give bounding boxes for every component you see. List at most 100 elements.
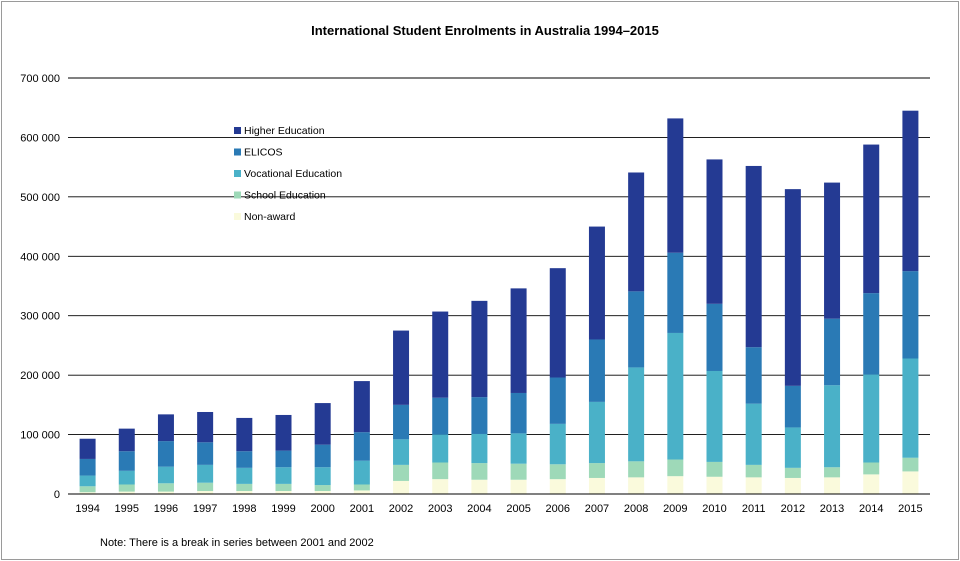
y-tick-label: 100 000 bbox=[20, 430, 60, 442]
gridlines bbox=[68, 77, 930, 436]
y-tick-label: 400 000 bbox=[20, 251, 60, 263]
bar-segment bbox=[667, 252, 684, 333]
bar-segment bbox=[588, 477, 605, 494]
bar-segment bbox=[79, 438, 96, 459]
legend-label: Higher Education bbox=[244, 125, 325, 137]
bar-segment bbox=[824, 477, 841, 494]
legend-label: Non-award bbox=[244, 211, 296, 223]
bar-segment bbox=[667, 476, 684, 494]
bar-segment bbox=[706, 476, 723, 494]
y-axis-ticks: 0 100 000 200 000 300 000 400 000 500 000 600 … bbox=[20, 73, 60, 501]
x-tick-label: 1994 bbox=[75, 503, 99, 515]
bar-segment bbox=[275, 491, 292, 494]
bar-segment bbox=[628, 291, 645, 368]
bar-segment bbox=[353, 381, 370, 433]
bar-segment bbox=[157, 466, 174, 484]
bar-segment bbox=[236, 491, 253, 494]
bar-segment bbox=[79, 458, 96, 476]
bar-segment bbox=[471, 433, 488, 464]
bar-segment bbox=[353, 490, 370, 494]
bar-segment bbox=[628, 172, 645, 292]
x-tick-label: 2010 bbox=[702, 503, 726, 515]
x-tick-label: 2000 bbox=[310, 503, 334, 515]
bar-segment bbox=[745, 464, 762, 478]
legend-swatch bbox=[234, 148, 241, 156]
bar-segment bbox=[902, 457, 919, 472]
x-tick-label: 2004 bbox=[467, 503, 491, 515]
bar-segment bbox=[118, 428, 135, 452]
bar-segment bbox=[706, 370, 723, 462]
bar-segment bbox=[706, 159, 723, 304]
bar-segment bbox=[314, 491, 331, 494]
x-tick-label: 2008 bbox=[624, 503, 648, 515]
bar-segment bbox=[628, 367, 645, 462]
chart-note: Note: There is a break in series between… bbox=[100, 537, 374, 549]
bar-segment bbox=[745, 165, 762, 348]
bar-segment bbox=[275, 483, 292, 492]
x-axis-ticks: 1994 1995 1996 1997 1998 1999 2000 2001 2002 2003… bbox=[75, 503, 922, 515]
x-tick-label: 1997 bbox=[193, 503, 217, 515]
bar-segment bbox=[510, 288, 527, 393]
bar-segment bbox=[314, 485, 331, 492]
x-tick-label: 2005 bbox=[506, 503, 530, 515]
bar-segment bbox=[628, 477, 645, 494]
y-tick-label: 200 000 bbox=[20, 370, 60, 382]
chart-title: International Student Enrolments in Aust… bbox=[311, 23, 659, 38]
bar-segment bbox=[510, 463, 527, 480]
bar-segment bbox=[824, 182, 841, 319]
bar-segment bbox=[588, 226, 605, 340]
bar-segment bbox=[471, 463, 488, 480]
bar-segment bbox=[432, 434, 449, 463]
bar-segment bbox=[549, 377, 566, 424]
bar-segment bbox=[588, 339, 605, 402]
x-tick-label: 1995 bbox=[115, 503, 139, 515]
bar-segment bbox=[549, 268, 566, 378]
bar-segment bbox=[471, 479, 488, 494]
legend-label: Vocational Education bbox=[244, 168, 342, 180]
x-tick-label: 2007 bbox=[585, 503, 609, 515]
bar-segment bbox=[197, 491, 214, 494]
bar-segment bbox=[432, 311, 449, 398]
bar-segment bbox=[784, 427, 801, 468]
bar-segment bbox=[706, 303, 723, 371]
bar-segment bbox=[863, 462, 880, 475]
bar-segment bbox=[197, 442, 214, 465]
x-tick-label: 2013 bbox=[820, 503, 844, 515]
bar-segment bbox=[197, 482, 214, 492]
bar-segment bbox=[353, 432, 370, 461]
bar-segment bbox=[236, 467, 253, 484]
bar-segment bbox=[157, 414, 174, 442]
y-tick-label: 300 000 bbox=[20, 311, 60, 323]
bar-segment bbox=[353, 460, 370, 485]
bar-segment bbox=[863, 293, 880, 375]
x-tick-label: 2001 bbox=[350, 503, 374, 515]
bar-segment bbox=[824, 385, 841, 468]
bar-segment bbox=[745, 403, 762, 465]
legend-swatch bbox=[234, 191, 241, 199]
bar-segment bbox=[157, 491, 174, 494]
bar-segment bbox=[314, 467, 331, 486]
bar-segment bbox=[393, 330, 410, 405]
bar-segment bbox=[667, 118, 684, 253]
bar-segment bbox=[902, 271, 919, 359]
bar-segment bbox=[549, 464, 566, 480]
x-tick-label: 2002 bbox=[389, 503, 413, 515]
bar-segment bbox=[197, 464, 214, 483]
bar-segment bbox=[784, 477, 801, 494]
bar-segment bbox=[667, 459, 684, 477]
bar-segment bbox=[706, 461, 723, 477]
bar-segment bbox=[588, 401, 605, 464]
bar-segment bbox=[79, 492, 96, 494]
bar-segment bbox=[353, 484, 370, 491]
legend-swatch bbox=[234, 213, 241, 220]
bar-segment bbox=[628, 461, 645, 478]
bar-segment bbox=[275, 467, 292, 484]
bar-segment bbox=[510, 479, 527, 494]
bar-segment bbox=[314, 444, 331, 468]
bar-segment bbox=[118, 484, 135, 492]
x-tick-label: 2003 bbox=[428, 503, 452, 515]
legend-swatch bbox=[234, 127, 241, 134]
x-tick-label: 2006 bbox=[546, 503, 570, 515]
